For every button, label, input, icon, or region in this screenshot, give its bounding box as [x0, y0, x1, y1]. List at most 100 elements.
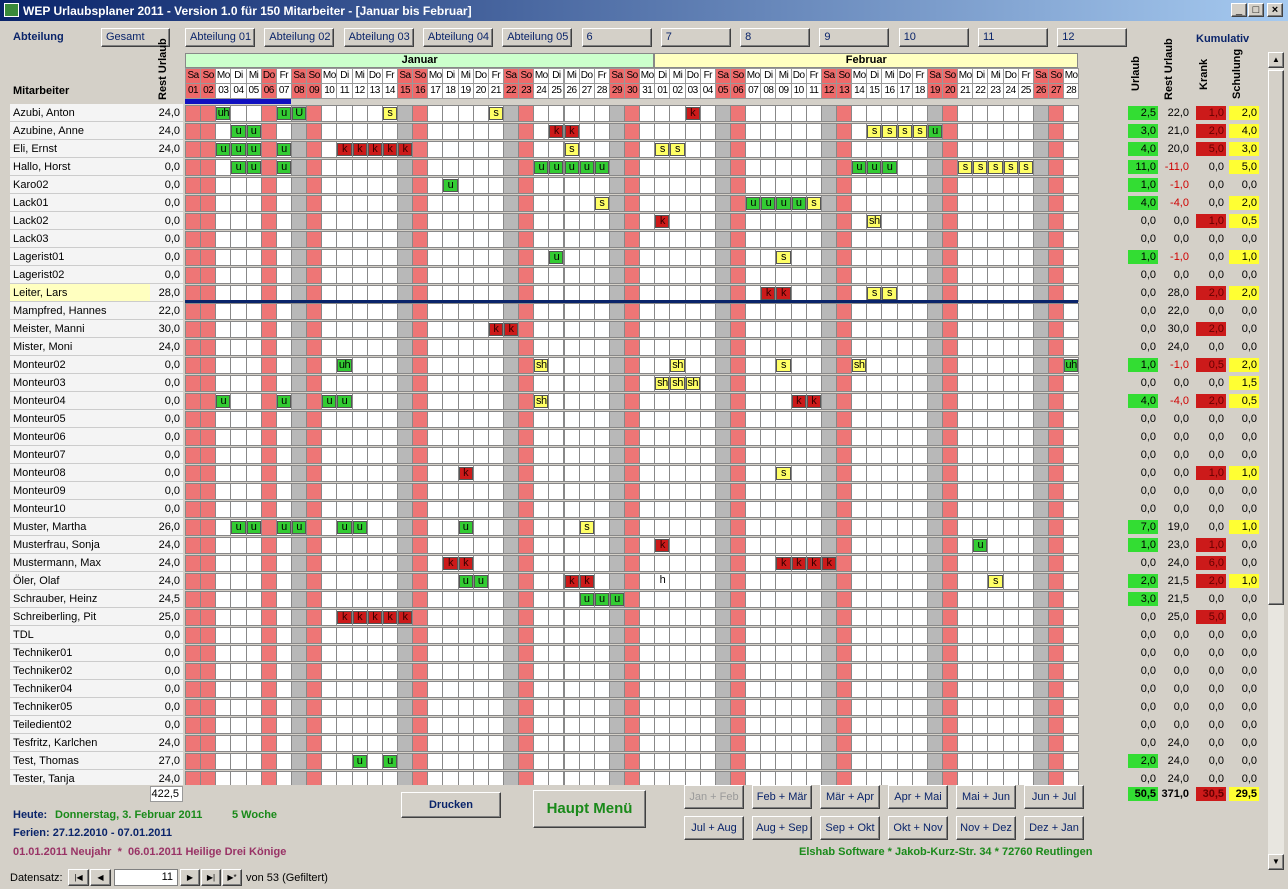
day-cell[interactable]	[1063, 681, 1080, 698]
day-cell[interactable]	[275, 213, 292, 230]
absence-entry[interactable]: u	[458, 521, 473, 534]
day-cell[interactable]	[336, 105, 353, 122]
day-cell[interactable]	[472, 429, 489, 446]
day-cell[interactable]	[260, 411, 277, 428]
day-cell[interactable]	[987, 699, 1004, 716]
day-cell[interactable]	[836, 483, 853, 500]
day-cell[interactable]	[851, 627, 868, 644]
day-cell[interactable]	[684, 303, 701, 320]
day-cell[interactable]	[578, 465, 595, 482]
day-cell[interactable]	[608, 699, 626, 716]
day-cell[interactable]	[820, 663, 837, 680]
day-cell[interactable]	[427, 375, 444, 392]
day-cell[interactable]	[306, 609, 323, 626]
day-cell[interactable]	[1017, 321, 1034, 338]
day-cell[interactable]	[245, 249, 262, 266]
absence-entry[interactable]: sh	[534, 395, 549, 408]
absence-entry[interactable]: s	[867, 125, 882, 138]
day-cell[interactable]	[699, 321, 716, 338]
day-cell[interactable]	[563, 609, 580, 626]
day-cell[interactable]	[730, 393, 747, 410]
day-cell[interactable]	[200, 339, 217, 356]
absence-entry[interactable]: u	[246, 125, 261, 138]
day-cell[interactable]	[351, 123, 368, 140]
day-cell[interactable]	[608, 159, 626, 176]
day-cell[interactable]	[427, 627, 444, 644]
day-cell[interactable]	[336, 465, 353, 482]
day-cell[interactable]	[1032, 627, 1049, 644]
day-cell[interactable]	[1017, 753, 1034, 770]
day-cell[interactable]	[926, 591, 943, 608]
day-cell[interactable]	[699, 771, 716, 785]
day-cell[interactable]	[275, 555, 292, 572]
day-cell[interactable]	[730, 105, 747, 122]
day-cell[interactable]	[624, 699, 641, 716]
day-cell[interactable]	[593, 645, 610, 662]
day-cell[interactable]	[230, 591, 247, 608]
day-cell[interactable]	[820, 447, 837, 464]
day-cell[interactable]	[336, 681, 353, 698]
day-cell[interactable]	[230, 357, 247, 374]
day-cell[interactable]	[896, 699, 913, 716]
day-cell[interactable]	[714, 375, 732, 392]
day-cell[interactable]	[427, 177, 444, 194]
day-cell[interactable]	[548, 195, 565, 212]
day-cell[interactable]	[245, 591, 262, 608]
day-cell[interactable]	[851, 231, 868, 248]
absence-entry[interactable]: k	[821, 557, 836, 570]
day-cell[interactable]	[548, 627, 565, 644]
day-cell[interactable]	[306, 447, 323, 464]
absence-entry[interactable]: u	[337, 395, 352, 408]
day-cell[interactable]	[321, 645, 338, 662]
day-cell[interactable]	[548, 537, 565, 554]
day-cell[interactable]	[1047, 537, 1065, 554]
day-cell[interactable]	[1032, 159, 1049, 176]
day-cell[interactable]	[275, 681, 292, 698]
day-cell[interactable]	[200, 609, 217, 626]
absence-entry[interactable]: k	[337, 611, 352, 624]
day-cell[interactable]	[290, 717, 308, 734]
day-cell[interactable]	[563, 195, 580, 212]
day-cell[interactable]	[896, 141, 913, 158]
day-cell[interactable]	[381, 321, 398, 338]
day-cell[interactable]	[972, 591, 989, 608]
day-cell[interactable]	[502, 537, 520, 554]
day-cell[interactable]	[926, 501, 943, 518]
day-cell[interactable]	[911, 447, 928, 464]
absence-entry[interactable]: u	[246, 143, 261, 156]
day-cell[interactable]	[518, 681, 535, 698]
day-cell[interactable]	[1017, 249, 1034, 266]
day-cell[interactable]	[669, 249, 686, 266]
day-cell[interactable]	[593, 465, 610, 482]
day-cell[interactable]	[775, 303, 792, 320]
day-cell[interactable]	[1032, 483, 1049, 500]
day-cell[interactable]	[593, 267, 610, 284]
day-cell[interactable]	[593, 699, 610, 716]
day-cell[interactable]	[1063, 141, 1080, 158]
day-cell[interactable]	[366, 627, 383, 644]
day-cell[interactable]	[654, 519, 671, 536]
day-cell[interactable]	[896, 375, 913, 392]
day-cell[interactable]	[396, 735, 414, 752]
day-cell[interactable]	[427, 195, 444, 212]
day-cell[interactable]	[381, 537, 398, 554]
day-cell[interactable]	[472, 537, 489, 554]
day-cell[interactable]	[427, 735, 444, 752]
day-cell[interactable]	[306, 231, 323, 248]
day-cell[interactable]	[412, 159, 429, 176]
day-cell[interactable]	[260, 699, 277, 716]
day-cell[interactable]	[275, 339, 292, 356]
day-cell[interactable]	[502, 123, 520, 140]
absence-entry[interactable]: k	[503, 323, 519, 336]
day-cell[interactable]	[472, 501, 489, 518]
day-cell[interactable]	[1032, 411, 1049, 428]
day-cell[interactable]	[1002, 771, 1019, 785]
day-cell[interactable]	[245, 375, 262, 392]
day-cell[interactable]	[896, 465, 913, 482]
day-cell[interactable]	[321, 213, 338, 230]
day-cell[interactable]	[381, 663, 398, 680]
day-cell[interactable]	[502, 213, 520, 230]
day-cell[interactable]	[487, 429, 504, 446]
day-cell[interactable]	[1047, 429, 1065, 446]
day-cell[interactable]	[245, 537, 262, 554]
